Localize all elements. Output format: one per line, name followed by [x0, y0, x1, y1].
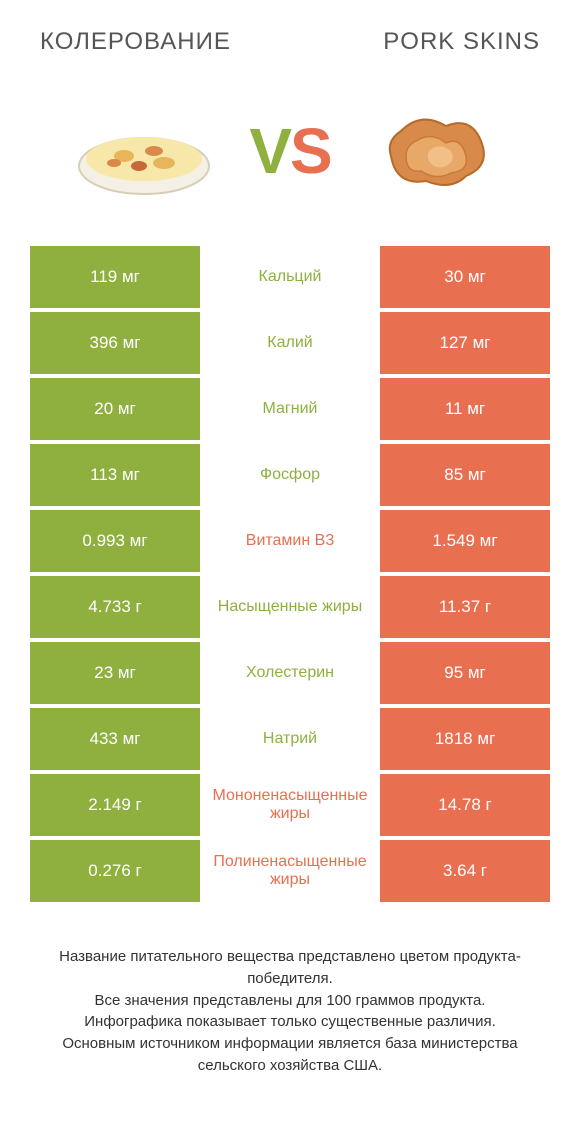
value-right: 30 мг — [380, 246, 550, 308]
vs-s: S — [290, 115, 331, 187]
nutrient-label: Мононенасыщенные жиры — [200, 774, 380, 836]
table-row: 119 мгКальций30 мг — [30, 246, 550, 308]
food-image-left — [69, 96, 219, 206]
nutrient-label: Холестерин — [200, 642, 380, 704]
table-row: 396 мгКалий127 мг — [30, 312, 550, 374]
footer-line-3: Инфографика показывает только существенн… — [30, 1011, 550, 1033]
table-row: 0.276 гПолиненасыщенные жиры3.64 г — [30, 840, 550, 902]
value-left: 119 мг — [30, 246, 200, 308]
nutrient-label: Фосфор — [200, 444, 380, 506]
table-row: 2.149 гМононенасыщенные жиры14.78 г — [30, 774, 550, 836]
value-right: 1.549 мг — [380, 510, 550, 572]
value-right: 127 мг — [380, 312, 550, 374]
vs-row: VS — [0, 66, 580, 246]
value-left: 20 мг — [30, 378, 200, 440]
value-left: 0.993 мг — [30, 510, 200, 572]
value-left: 2.149 г — [30, 774, 200, 836]
footer-line-4: Основным источником информации является … — [30, 1033, 550, 1077]
nutrient-label: Насыщенные жиры — [200, 576, 380, 638]
food-image-right — [361, 96, 511, 206]
title-left: КОЛЕРОВАНИЕ — [40, 28, 231, 56]
header: КОЛЕРОВАНИЕ PORK SKINS — [0, 0, 580, 66]
value-left: 4.733 г — [30, 576, 200, 638]
vs-label: VS — [249, 114, 330, 188]
vs-v: V — [249, 115, 290, 187]
nutrient-label: Полиненасыщенные жиры — [200, 840, 380, 902]
title-right: PORK SKINS — [383, 28, 540, 56]
nutrient-label: Магний — [200, 378, 380, 440]
value-right: 14.78 г — [380, 774, 550, 836]
comparison-table: 119 мгКальций30 мг396 мгКалий127 мг20 мг… — [0, 246, 580, 902]
footer-line-1: Название питательного вещества представл… — [30, 946, 550, 990]
table-row: 20 мгМагний11 мг — [30, 378, 550, 440]
value-left: 396 мг — [30, 312, 200, 374]
value-right: 11 мг — [380, 378, 550, 440]
value-right: 3.64 г — [380, 840, 550, 902]
nutrient-label: Витамин B3 — [200, 510, 380, 572]
table-row: 0.993 мгВитамин B31.549 мг — [30, 510, 550, 572]
table-row: 433 мгНатрий1818 мг — [30, 708, 550, 770]
table-row: 4.733 гНасыщенные жиры11.37 г — [30, 576, 550, 638]
nutrient-label: Натрий — [200, 708, 380, 770]
footer-note: Название питательного вещества представл… — [0, 906, 580, 1077]
nutrient-label: Калий — [200, 312, 380, 374]
value-left: 113 мг — [30, 444, 200, 506]
table-row: 23 мгХолестерин95 мг — [30, 642, 550, 704]
footer-line-2: Все значения представлены для 100 граммо… — [30, 990, 550, 1012]
value-right: 11.37 г — [380, 576, 550, 638]
value-left: 23 мг — [30, 642, 200, 704]
value-right: 1818 мг — [380, 708, 550, 770]
value-left: 433 мг — [30, 708, 200, 770]
value-left: 0.276 г — [30, 840, 200, 902]
table-row: 113 мгФосфор85 мг — [30, 444, 550, 506]
value-right: 85 мг — [380, 444, 550, 506]
value-right: 95 мг — [380, 642, 550, 704]
nutrient-label: Кальций — [200, 246, 380, 308]
